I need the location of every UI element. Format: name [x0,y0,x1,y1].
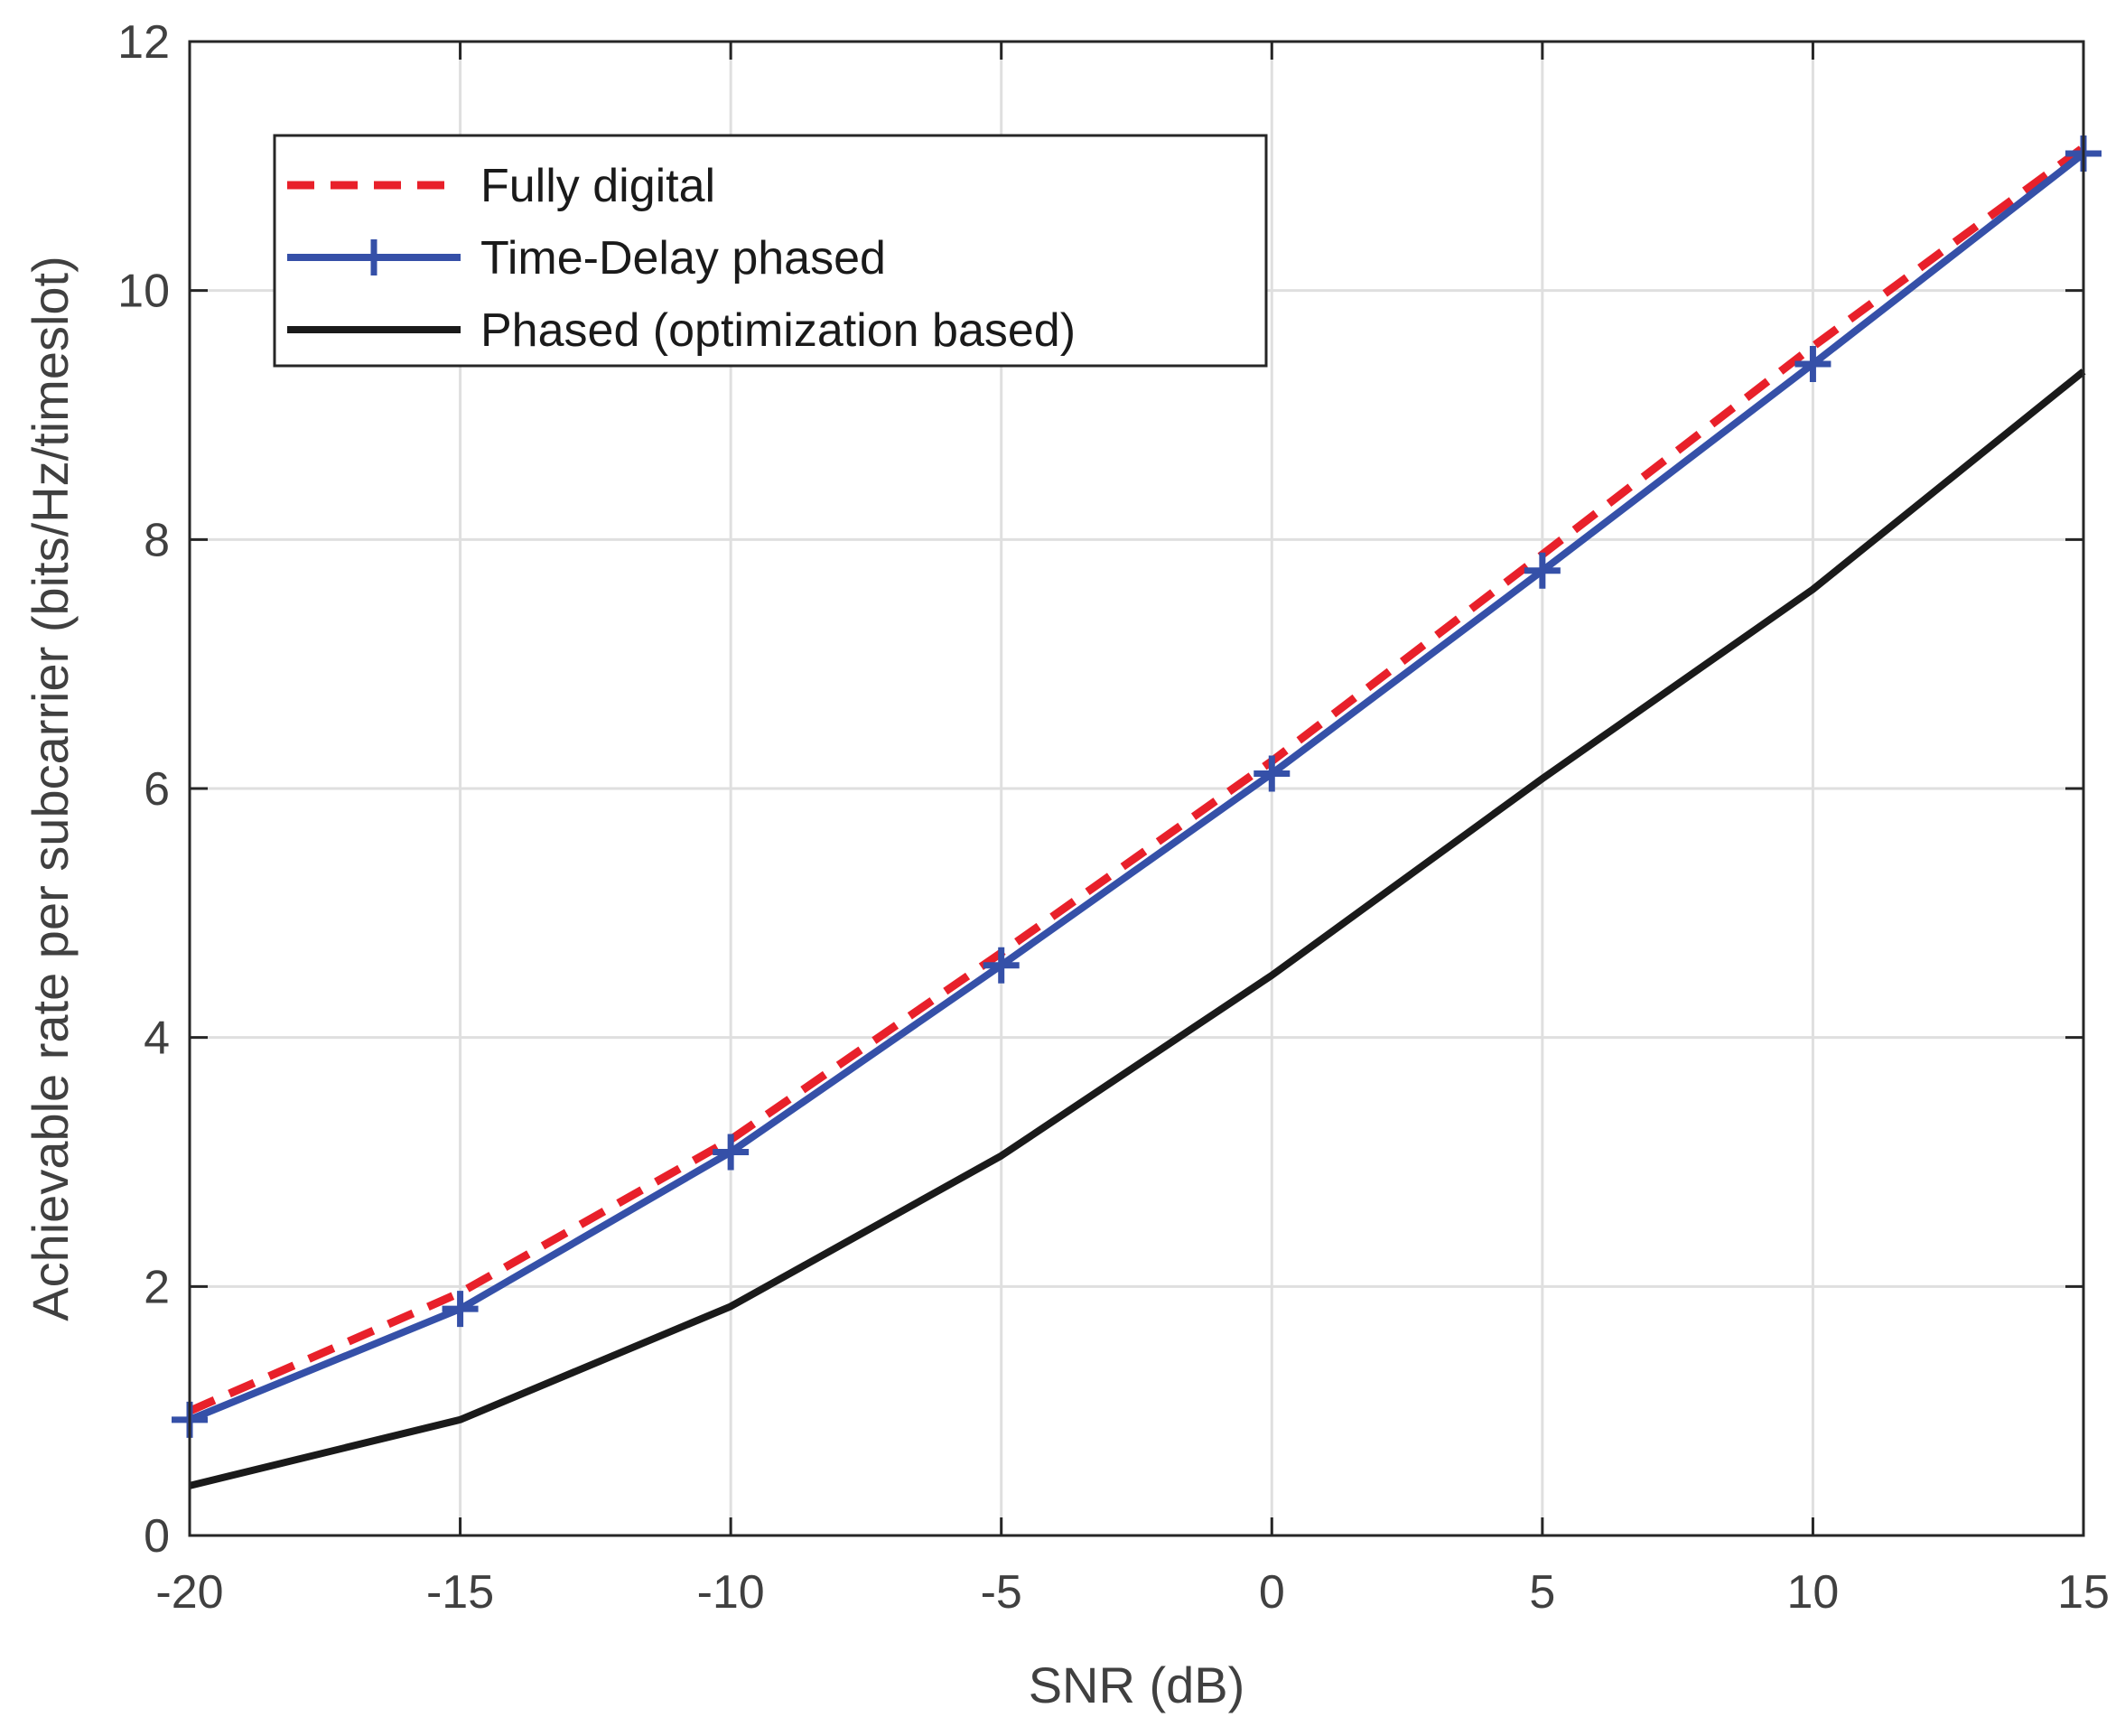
data-point-marker [1794,345,1831,382]
y-tick-label: 2 [144,1261,170,1313]
x-tick-label: 10 [1787,1566,1840,1619]
y-axis-title: Achievable rate per subcarrier (bits/Hz/… [22,256,79,1321]
data-point-marker [983,947,1020,984]
legend-label: Phased (optimization based) [480,304,1076,357]
legend-entry: Time-Delay phased [287,232,886,285]
series-line-1 [188,150,2086,1423]
x-tick-label: 5 [1529,1566,1555,1619]
x-tick-label: -10 [697,1566,765,1619]
x-tick-label: -20 [155,1566,223,1619]
y-tick-label: 6 [144,763,170,816]
series-line-2 [189,369,2086,1489]
y-tick-label: 0 [144,1510,170,1563]
data-point-marker [1254,755,1291,792]
y-tick-label: 4 [144,1013,170,1065]
legend-entry: Fully digital [287,160,715,212]
legend: Fully digital Time-Delay phased Phased (op… [273,134,1268,368]
series-layer [172,135,2102,1489]
legend-label: Time-Delay phased [480,232,886,285]
data-point-marker [1524,552,1561,589]
y-tick-label: 10 [117,266,170,318]
legend-entry: Phased (optimization based) [287,304,1076,357]
x-tick-label: 0 [1259,1566,1285,1619]
y-tick-label: 12 [117,16,170,69]
series-line-0 [188,144,2086,1415]
legend-label: Fully digital [480,160,715,212]
x-tick-label: 15 [2057,1566,2110,1619]
y-tick-label: 8 [144,514,170,566]
x-axis-title: SNR (dB) [1029,1657,1245,1713]
data-point-marker [713,1134,750,1171]
x-tick-label: -5 [981,1566,1022,1619]
x-tick-label: -15 [426,1566,494,1619]
data-point-marker [442,1291,479,1328]
ticks: -20 -15 -10 -5 0 5 10 15 0 2 4 6 8 10 12 [117,16,2110,1619]
